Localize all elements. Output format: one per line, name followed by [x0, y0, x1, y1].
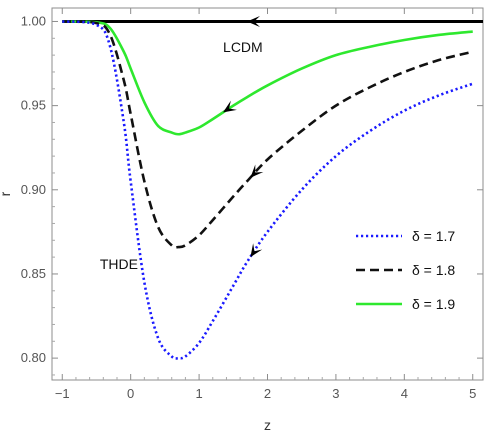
- annotation-lcdm: LCDM: [223, 39, 263, 55]
- legend-label-delta-1-8: δ = 1.8: [412, 262, 455, 278]
- direction-arrow-icon: [250, 164, 264, 178]
- y-tick-label: 0.95: [21, 98, 46, 113]
- x-tick-label: 3: [332, 386, 339, 401]
- direction-arrow-icon: [250, 243, 263, 258]
- legend-label-delta-1-9: δ = 1.9: [412, 296, 455, 312]
- x-tick-label: −1: [55, 386, 70, 401]
- x-tick-label: 5: [469, 386, 476, 401]
- series-layer: [62, 19, 483, 360]
- y-tick-label: 0.85: [21, 266, 46, 281]
- annotation-thde: THDE: [100, 256, 138, 272]
- direction-arrows: [223, 15, 264, 258]
- x-tick-label: 2: [264, 386, 271, 401]
- x-tick-label: 0: [127, 386, 134, 401]
- x-axis-ticks: −1 0 1 2 3 4 5: [55, 8, 476, 401]
- direction-arrow-icon: [246, 15, 260, 27]
- series-line-delta-1-8: [62, 20, 474, 249]
- legend: δ = 1.7 δ = 1.8 δ = 1.9: [356, 228, 455, 312]
- series-line-delta-1-7: [62, 20, 474, 360]
- y-tick-label: 1.00: [21, 13, 46, 28]
- y-axis-label: r: [0, 191, 13, 196]
- series-line-delta-1-9: [62, 20, 473, 136]
- y-tick-label: 0.80: [21, 350, 46, 365]
- plot-frame: [51, 7, 484, 381]
- x-tick-label: 1: [195, 386, 202, 401]
- x-tick-label: 4: [401, 386, 408, 401]
- plot-border: [51, 7, 484, 381]
- direction-arrow-icon: [223, 100, 237, 113]
- legend-label-delta-1-7: δ = 1.7: [412, 228, 455, 244]
- x-axis-label: z: [264, 417, 271, 433]
- y-axis-ticks: 0.80 0.85 0.90 0.95 1.00: [21, 13, 483, 376]
- y-tick-label: 0.90: [21, 182, 46, 197]
